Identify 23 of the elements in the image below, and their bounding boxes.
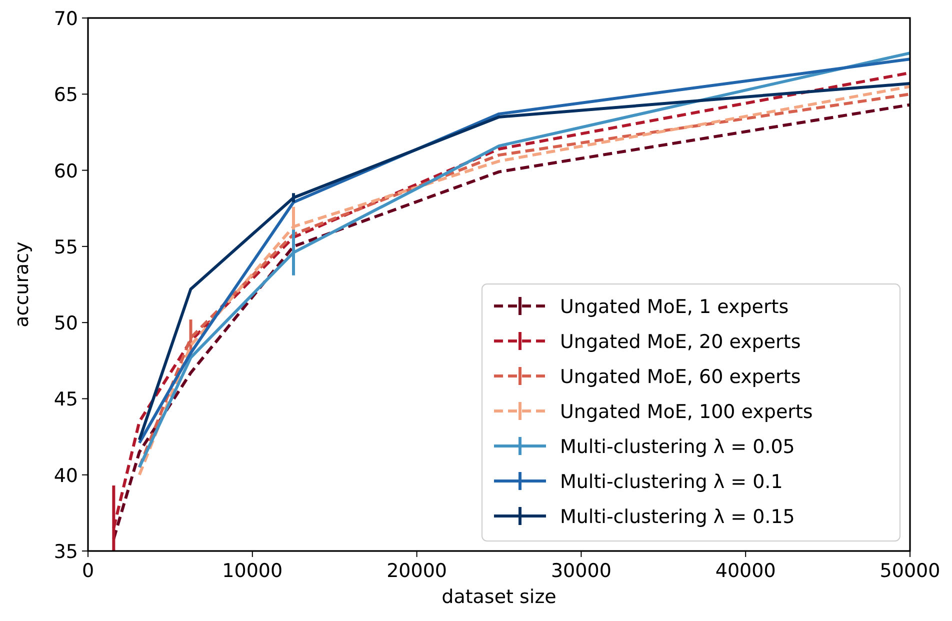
y-tick-label: 70 xyxy=(54,8,78,30)
x-tick-label: 10000 xyxy=(222,560,283,582)
legend-label: Multi-clustering λ = 0.15 xyxy=(560,506,795,528)
y-tick-label: 45 xyxy=(54,388,78,411)
x-tick-label: 50000 xyxy=(880,560,940,582)
y-tick-label: 65 xyxy=(54,84,78,106)
y-tick-label: 40 xyxy=(54,464,78,487)
x-axis-title: dataset size xyxy=(442,586,556,608)
x-tick-label: 40000 xyxy=(715,560,776,582)
x-tick-label: 20000 xyxy=(386,560,448,582)
legend-label: Ungated MoE, 100 experts xyxy=(560,401,813,423)
x-tick-label: 30000 xyxy=(550,560,612,582)
legend-label: Multi-clustering λ = 0.05 xyxy=(560,436,795,458)
legend-label: Multi-clustering λ = 0.1 xyxy=(560,471,783,493)
legend-label: Ungated MoE, 20 experts xyxy=(560,331,801,353)
y-tick-label: 55 xyxy=(54,236,78,258)
legend-label: Ungated MoE, 60 experts xyxy=(560,366,801,388)
y-tick-label: 50 xyxy=(54,312,78,335)
legend-label: Ungated MoE, 1 experts xyxy=(560,296,789,318)
y-tick-label: 60 xyxy=(54,160,78,182)
y-tick-label: 35 xyxy=(54,541,78,563)
y-axis-title: accuracy xyxy=(11,242,33,328)
x-tick-label: 0 xyxy=(82,560,94,582)
